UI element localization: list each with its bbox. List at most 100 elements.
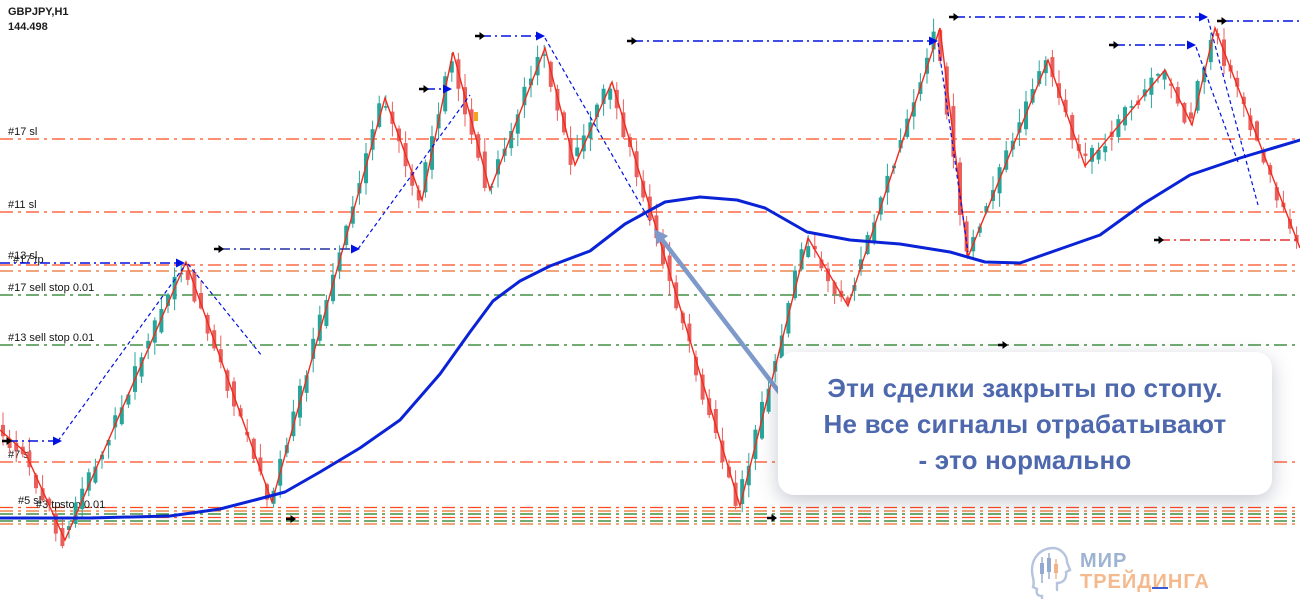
annotation-line-1: Эти сделки закрыты по стопу. xyxy=(827,372,1223,403)
level-label: #13 sell stop 0.01 xyxy=(8,332,94,344)
candlestick xyxy=(27,451,32,468)
logo-underline xyxy=(1152,587,1168,589)
candlestick xyxy=(410,171,415,186)
connector-arrowhead-icon xyxy=(443,84,452,94)
candlestick xyxy=(416,190,421,201)
candlestick xyxy=(146,340,151,349)
candlestick xyxy=(47,498,52,506)
connector-arrowhead-icon xyxy=(1187,40,1196,50)
candlestick xyxy=(515,114,520,134)
candlestick xyxy=(1248,115,1253,131)
candlestick xyxy=(423,162,428,193)
candlestick xyxy=(1037,71,1042,85)
symbol-label: GBPJPY,H1 xyxy=(8,6,69,18)
candlestick xyxy=(113,415,118,428)
candlestick xyxy=(383,106,388,108)
candlestick xyxy=(251,438,256,459)
candlestick xyxy=(529,78,533,86)
candlestick xyxy=(727,466,731,478)
candlestick xyxy=(1208,39,1213,63)
order-arrow-icon xyxy=(2,437,12,445)
candlestick xyxy=(812,245,817,250)
candlestick xyxy=(720,440,725,463)
candlestick xyxy=(34,474,38,489)
candlestick xyxy=(1063,99,1068,113)
candlestick xyxy=(331,274,335,302)
trade-diagonal-line xyxy=(937,42,969,253)
candlestick xyxy=(1255,121,1259,141)
connector-arrowhead-icon xyxy=(176,258,185,268)
candlestick xyxy=(542,54,547,56)
candlestick xyxy=(1195,81,1200,111)
candlestick xyxy=(225,370,230,391)
candlestick xyxy=(707,398,712,416)
candlestick xyxy=(832,282,837,294)
candlestick xyxy=(1162,70,1167,80)
order-arrow-icon xyxy=(767,514,777,522)
zigzag-line xyxy=(0,25,1300,542)
candlestick xyxy=(1241,96,1246,105)
candlestick xyxy=(463,87,467,115)
candlestick xyxy=(601,88,606,104)
candlestick xyxy=(317,314,322,341)
candlestick xyxy=(1050,57,1055,78)
candlestick xyxy=(311,338,316,359)
symbol-block: GBPJPY,H1 144.498 xyxy=(8,5,69,35)
candlestick xyxy=(265,484,269,500)
candlestick xyxy=(1169,83,1174,86)
candlestick xyxy=(740,479,745,505)
candlestick xyxy=(1103,146,1108,153)
candlestick xyxy=(964,221,969,252)
candlestick xyxy=(786,302,791,334)
candlestick xyxy=(1083,153,1088,156)
order-arrow-icon xyxy=(475,32,485,40)
connector-arrowhead-icon xyxy=(929,36,938,46)
candlestick xyxy=(595,104,599,118)
candlestick xyxy=(733,482,738,506)
candlestick xyxy=(509,130,514,149)
candlestick xyxy=(806,246,811,258)
moving-average-line xyxy=(0,138,1300,520)
candlestick xyxy=(575,147,580,156)
connector-arrowhead-icon xyxy=(351,244,360,254)
candlestick xyxy=(1156,74,1160,76)
candlestick xyxy=(548,61,553,87)
candlestick xyxy=(984,206,989,213)
connector-arrowhead-icon xyxy=(53,436,62,446)
level-label: #11 sl xyxy=(8,199,37,211)
candlestick xyxy=(304,375,309,393)
candlestick xyxy=(93,466,98,483)
price-label: 144.498 xyxy=(8,21,48,33)
order-arrow-icon xyxy=(998,341,1008,349)
candlestick xyxy=(1261,150,1266,163)
candlestick xyxy=(944,66,949,115)
annotation-line-3: - это нормально xyxy=(918,444,1132,475)
candlestick xyxy=(938,29,943,61)
candlestick xyxy=(667,255,672,281)
trade-diagonal-line xyxy=(544,37,651,222)
candlestick xyxy=(40,488,45,501)
candlestick xyxy=(1274,187,1279,201)
candlestick xyxy=(1116,119,1121,138)
candlestick xyxy=(449,61,454,73)
candlestick xyxy=(7,439,12,449)
level-label-overlap: #17 tp xyxy=(13,254,44,266)
connector-arrowhead-icon xyxy=(1199,12,1208,22)
candlestick xyxy=(746,465,751,486)
candlestick xyxy=(700,374,705,400)
candlestick xyxy=(641,180,646,198)
candlestick xyxy=(1017,122,1022,133)
order-arrow-icon xyxy=(949,13,959,21)
candlestick xyxy=(885,175,890,193)
trade-diagonal-line xyxy=(57,263,187,442)
candlestick xyxy=(443,76,448,112)
candlestick xyxy=(86,472,91,491)
candlestick xyxy=(826,268,830,282)
order-arrow-icon xyxy=(286,515,296,523)
candlestick xyxy=(258,457,263,472)
trade-diagonal-line xyxy=(1195,46,1239,163)
candlestick xyxy=(694,356,698,376)
candlestick xyxy=(713,408,718,433)
